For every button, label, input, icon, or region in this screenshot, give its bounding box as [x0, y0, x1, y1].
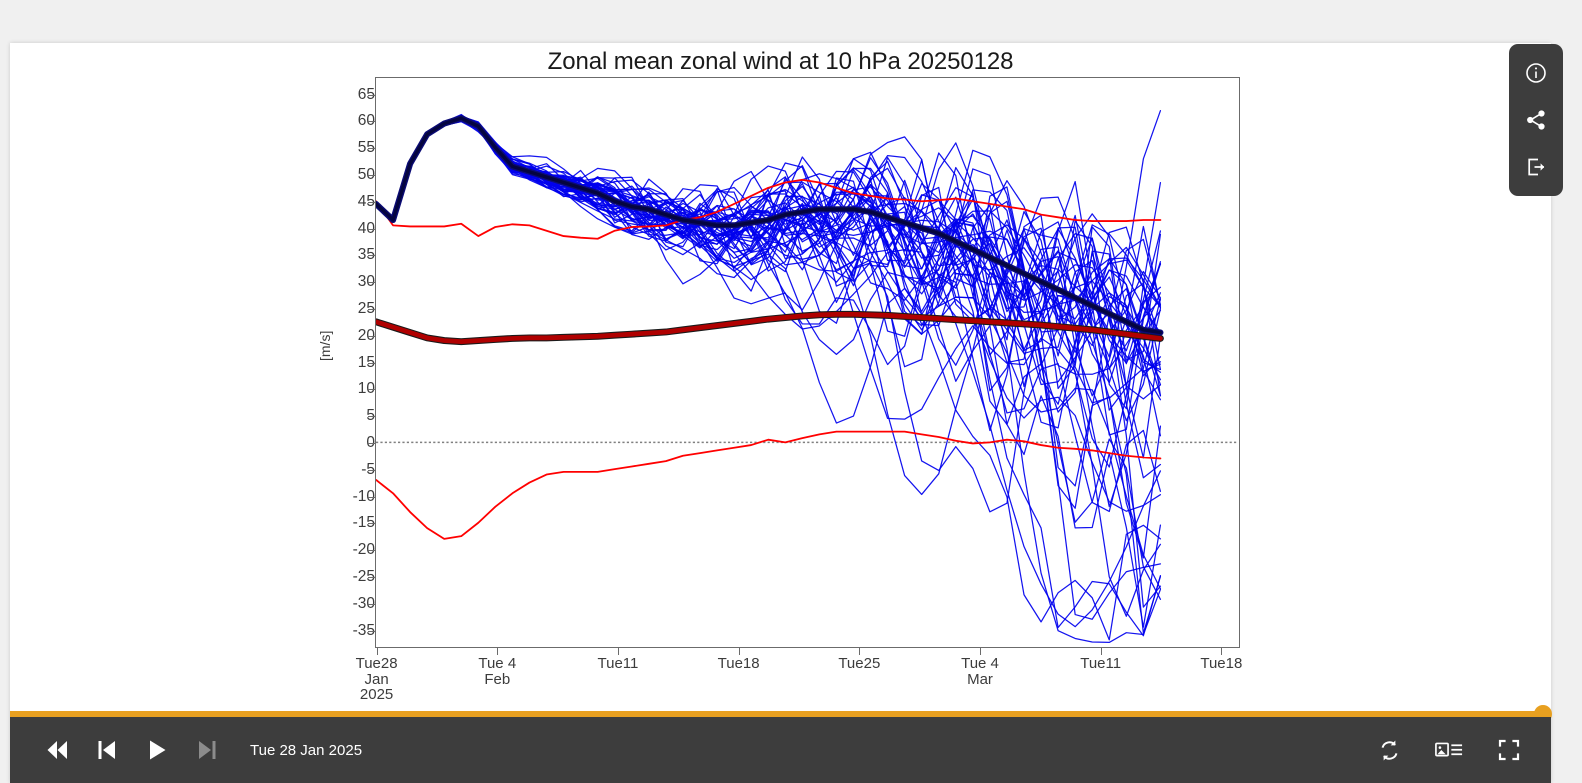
player-toolbar: Tue 28 Jan 2025 [10, 717, 1551, 783]
step-forward-button[interactable] [182, 725, 232, 775]
y-axis-tick-label: 15 [357, 353, 375, 371]
y-axis-tick-mark [368, 201, 375, 203]
x-axis-tick-line: Mar [967, 670, 993, 688]
chart-figure: Zonal mean zonal wind at 10 hPa 20250128… [10, 43, 1563, 708]
y-axis-tick-mark [368, 523, 375, 525]
y-axis-tick-mark [368, 309, 375, 310]
loop-icon[interactable] [1369, 730, 1409, 770]
x-axis-tick-mark [497, 648, 499, 655]
y-axis-tick-label: 45 [357, 192, 375, 210]
step-back-button[interactable] [82, 725, 132, 775]
x-axis-tick-mark [980, 648, 981, 655]
y-axis-tick-label: 55 [357, 139, 375, 157]
x-axis-tick-mark [1100, 648, 1102, 655]
x-axis-tick-line: Tue11 [1080, 655, 1122, 672]
y-axis-tick-mark [368, 335, 375, 337]
x-axis-tick-mark [738, 648, 740, 655]
y-axis-tick-mark [368, 148, 375, 150]
x-axis-tick-mark [617, 648, 619, 655]
y-axis-tick-label: 60 [357, 112, 375, 130]
info-icon[interactable] [1519, 56, 1553, 90]
y-axis-tick-label: 50 [357, 166, 375, 184]
ensemble-members [376, 110, 1162, 644]
y-axis-tick-label: 20 [357, 326, 375, 344]
x-axis-tick-line: Tue28 [355, 655, 398, 672]
y-axis-tick-mark [368, 282, 375, 284]
y-axis-tick-mark [368, 603, 375, 605]
x-axis-tick-line: Tue25 [838, 655, 881, 672]
y-axis-tick-mark [368, 121, 375, 123]
y-axis-tick-mark [368, 576, 375, 578]
playback-controls: Tue 28 Jan 2025 [10, 725, 362, 775]
x-axis-tick-line: Tue18 [1200, 655, 1243, 672]
y-axis-tick-label: 0 [366, 433, 375, 451]
y-axis-tick-mark [368, 389, 375, 391]
y-axis-tick-mark [368, 550, 375, 552]
viewer-card: Zonal mean zonal wind at 10 hPa 20250128… [10, 43, 1563, 783]
y-axis-tick-mark [368, 175, 375, 177]
y-axis-tick-label: -15 [352, 514, 375, 532]
x-axis-tick-line: 2025 [359, 686, 394, 703]
x-axis-tick-line: Tue18 [717, 655, 760, 672]
skip-to-first-button[interactable] [32, 725, 82, 775]
x-axis-tick-line: Tue 4 [961, 655, 999, 672]
y-axis-tick-label: -30 [352, 594, 375, 612]
side-tool-panel [1509, 44, 1563, 196]
x-axis-tick-mark [859, 648, 861, 655]
x-axis-tick-label: Tue11 [558, 656, 678, 672]
play-button[interactable] [132, 725, 182, 775]
y-axis-tick-label: 30 [357, 273, 375, 291]
y-axis-tick-label: -25 [352, 567, 375, 585]
y-axis-tick-label: 40 [357, 219, 375, 237]
y-axis-tick-mark [368, 630, 375, 632]
x-axis-tick-label: Tue18 [679, 656, 799, 672]
current-step-date: Tue 28 Jan 2025 [250, 741, 363, 759]
y-axis-tick-label: 25 [357, 300, 375, 317]
y-axis-tick-mark [368, 496, 375, 498]
share-icon[interactable] [1519, 103, 1553, 137]
y-axis-tick-mark [368, 416, 375, 418]
x-axis-tick-line: Jan [364, 670, 389, 688]
y-axis-tick-label: -5 [361, 460, 375, 478]
fullscreen-icon[interactable] [1489, 730, 1529, 770]
x-axis-tick-mark [1221, 648, 1223, 655]
y-axis-tick-label: 5 [366, 407, 375, 425]
export-icon[interactable] [1519, 150, 1553, 184]
y-axis-tick-label: -10 [352, 487, 375, 505]
series-lines [376, 115, 1164, 540]
plot-svg [376, 110, 1238, 644]
y-axis-tick-mark [368, 228, 375, 230]
x-axis-tick-line: Feb [484, 670, 511, 688]
y-axis-tick-label: -20 [352, 541, 375, 559]
x-axis-tick-mark [376, 648, 378, 655]
x-axis-tick-line: Tue11 [597, 655, 639, 672]
x-axis: Tue28 Jan 2025 Tue 4 Feb Tue11 Tue18 Tue25 Tue 4… [356, 648, 1242, 708]
y-axis-tick-mark [368, 255, 375, 257]
y-axis-tick-label: 10 [357, 380, 375, 398]
x-axis-tick-label: Tue28 Jan 2025 [317, 656, 437, 703]
y-axis-tick-label: 65 [357, 85, 375, 103]
plot-area [375, 77, 1240, 648]
y-axis-tick-mark [368, 362, 375, 364]
x-axis-tick-label: Tue25 [799, 656, 919, 672]
y-axis-tick-mark [368, 442, 375, 444]
y-axis-tick-label: -35 [352, 621, 375, 639]
x-axis-tick-line: Tue 4 [478, 655, 517, 672]
x-axis-tick-label: Tue 4 Feb [437, 656, 557, 687]
toolbar-right-controls [1369, 730, 1551, 770]
chart-title: Zonal mean zonal wind at 10 hPa 20250128 [547, 48, 1014, 75]
y-axis-tick-mark [368, 469, 375, 471]
legend-toggle-icon[interactable] [1429, 730, 1469, 770]
y-axis-tick-mark [368, 94, 375, 96]
x-axis-tick-label: Tue11 [1041, 656, 1161, 672]
y-axis: 65 60 55 50 45 40 35 30 25 20 15 10 5 0 -5 -10 -15 -20 -25… [310, 77, 375, 648]
x-axis-tick-label: Tue 4 Mar [920, 656, 1040, 687]
y-axis-tick-label: 35 [357, 246, 375, 264]
x-axis-tick-label: Tue18 [1161, 656, 1281, 672]
